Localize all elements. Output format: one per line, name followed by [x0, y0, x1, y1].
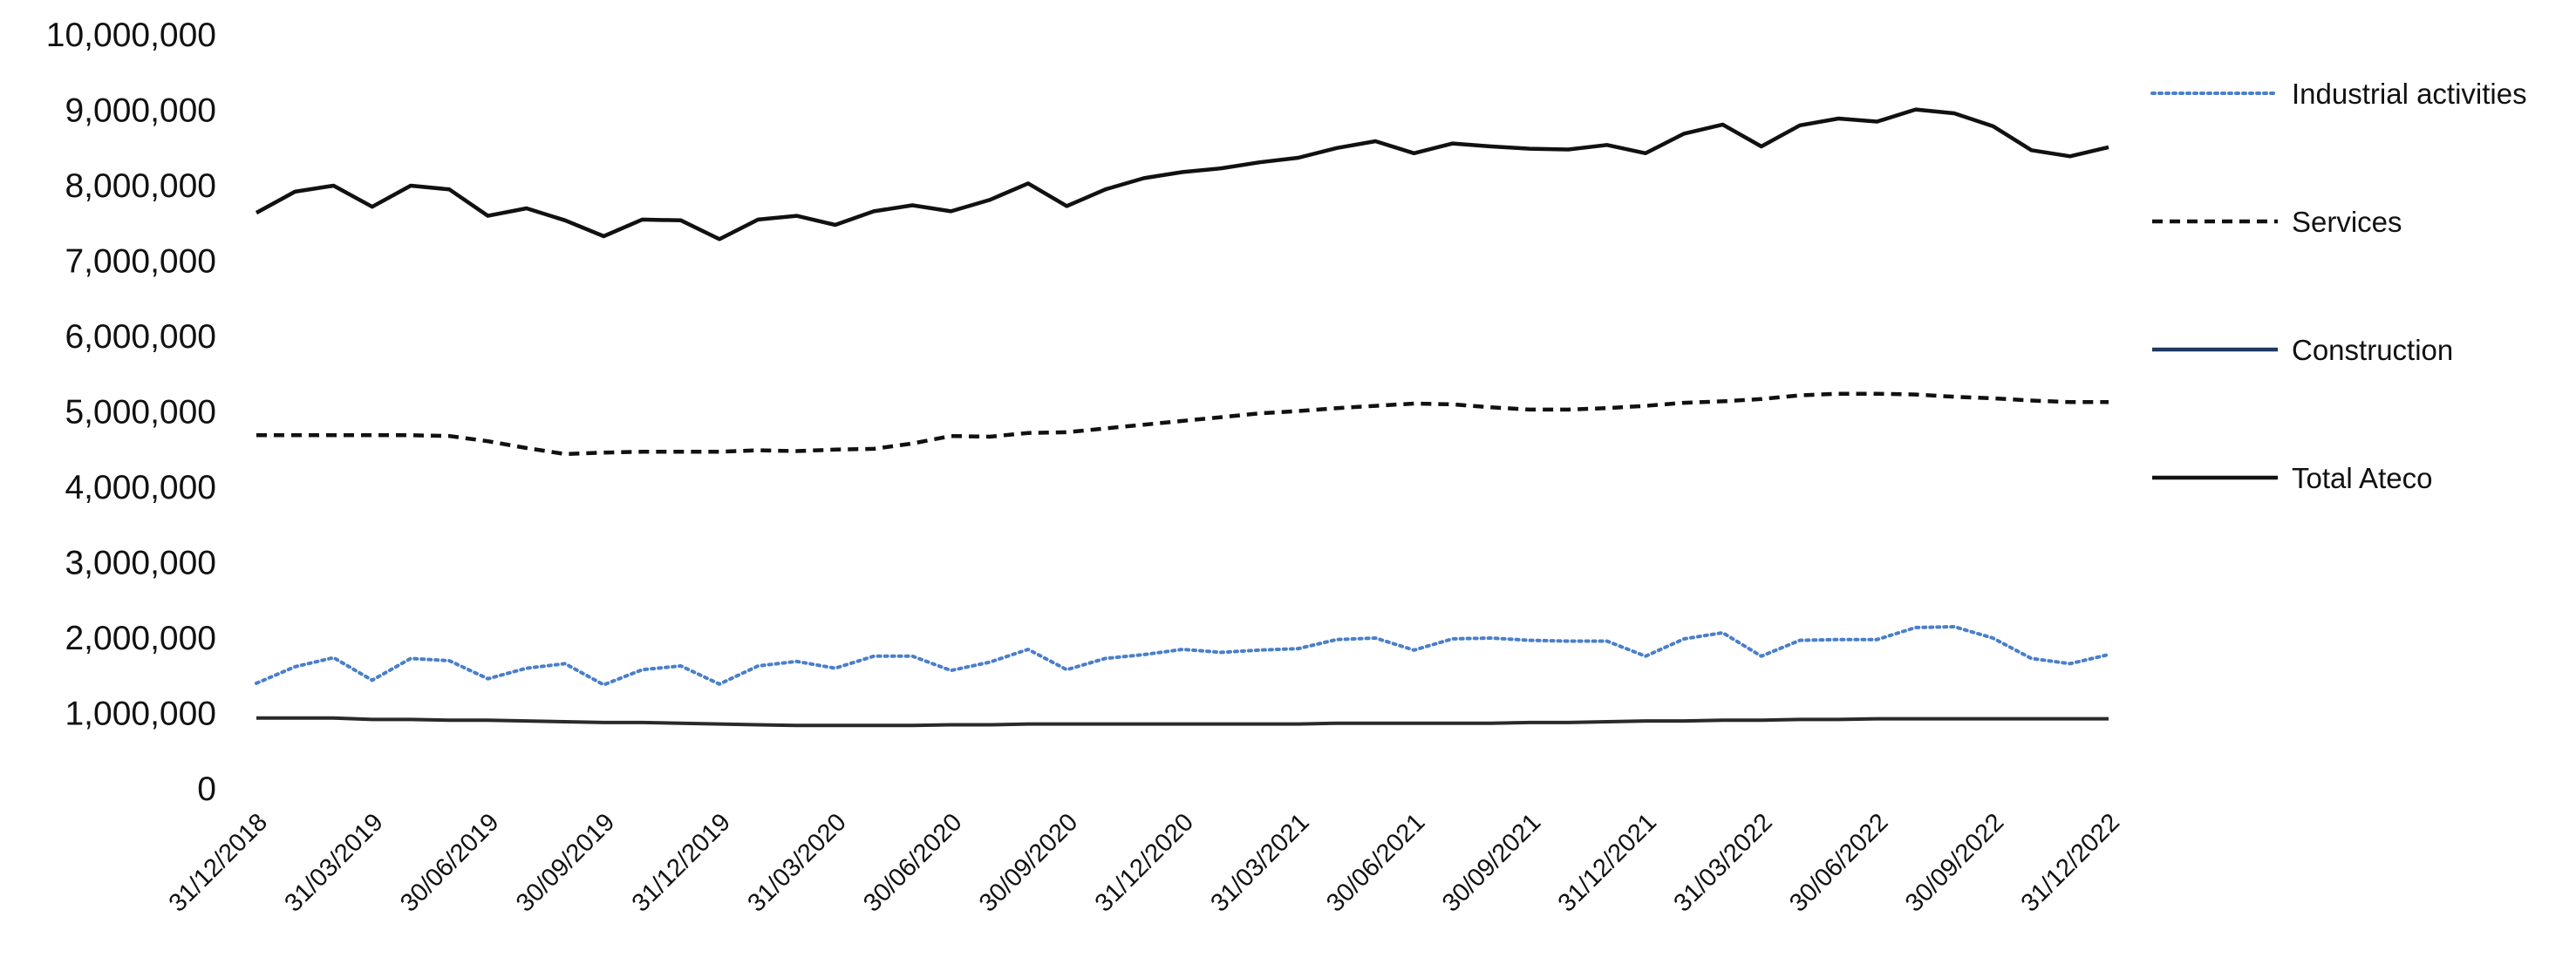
legend: Industrial activities Services Constructio…: [2150, 78, 2527, 494]
x-tick-label: 31/12/2019: [627, 808, 736, 917]
x-tick-label: 30/06/2022: [1784, 808, 1893, 917]
x-tick-label: 30/09/2022: [1900, 808, 2009, 917]
series-line-services: [256, 391, 2109, 457]
y-tick-label: 7,000,000: [65, 243, 216, 281]
y-tick-label: 5,000,000: [65, 394, 216, 431]
y-tick-label: 1,000,000: [65, 696, 216, 733]
y-tick-label: 3,000,000: [65, 545, 216, 582]
x-tick-label: 31/03/2021: [1205, 808, 1314, 917]
series-lines: [255, 107, 2110, 728]
x-tick-label: 31/12/2021: [1553, 808, 1662, 917]
x-tick-label: 30/06/2019: [395, 808, 504, 917]
series-line-construction: [256, 716, 2109, 728]
y-tick-label: 9,000,000: [65, 92, 216, 130]
y-tick-label: 4,000,000: [65, 469, 216, 506]
x-tick-label: 31/03/2022: [1668, 808, 1777, 917]
x-tick-label: 30/09/2021: [1437, 808, 1546, 917]
legend-label: Industrial activities: [2292, 78, 2527, 110]
x-tick-label: 30/09/2020: [974, 808, 1083, 917]
y-tick-label: 10,000,000: [46, 17, 216, 54]
legend-label: Construction: [2292, 334, 2453, 366]
x-axis-ticks: 31/12/2018 31/03/2019 30/06/2019 30/09/2019…: [164, 808, 2125, 917]
x-tick-label: 31/03/2019: [279, 808, 388, 917]
series-line-total-ateco: [255, 107, 2109, 241]
y-tick-label: 2,000,000: [65, 620, 216, 657]
x-tick-label: 30/09/2019: [511, 808, 620, 917]
x-tick-label: 31/03/2020: [742, 808, 851, 917]
x-tick-label: 31/12/2018: [164, 808, 273, 917]
legend-label: Total Ateco: [2292, 462, 2432, 494]
y-tick-label: 0: [197, 771, 216, 808]
series-line-industrial-activities: [255, 625, 2110, 687]
legend-label: Services: [2292, 206, 2402, 238]
x-tick-label: 30/06/2020: [858, 808, 967, 917]
y-axis-ticks: 0 1,000,000 2,000,000 3,000,000 4,000,000 5,0…: [46, 17, 216, 808]
y-tick-label: 6,000,000: [65, 318, 216, 356]
x-tick-label: 31/12/2020: [1090, 808, 1199, 917]
x-tick-label: 31/12/2022: [2016, 808, 2125, 917]
x-tick-label: 30/06/2021: [1321, 808, 1430, 917]
y-tick-label: 8,000,000: [65, 167, 216, 205]
